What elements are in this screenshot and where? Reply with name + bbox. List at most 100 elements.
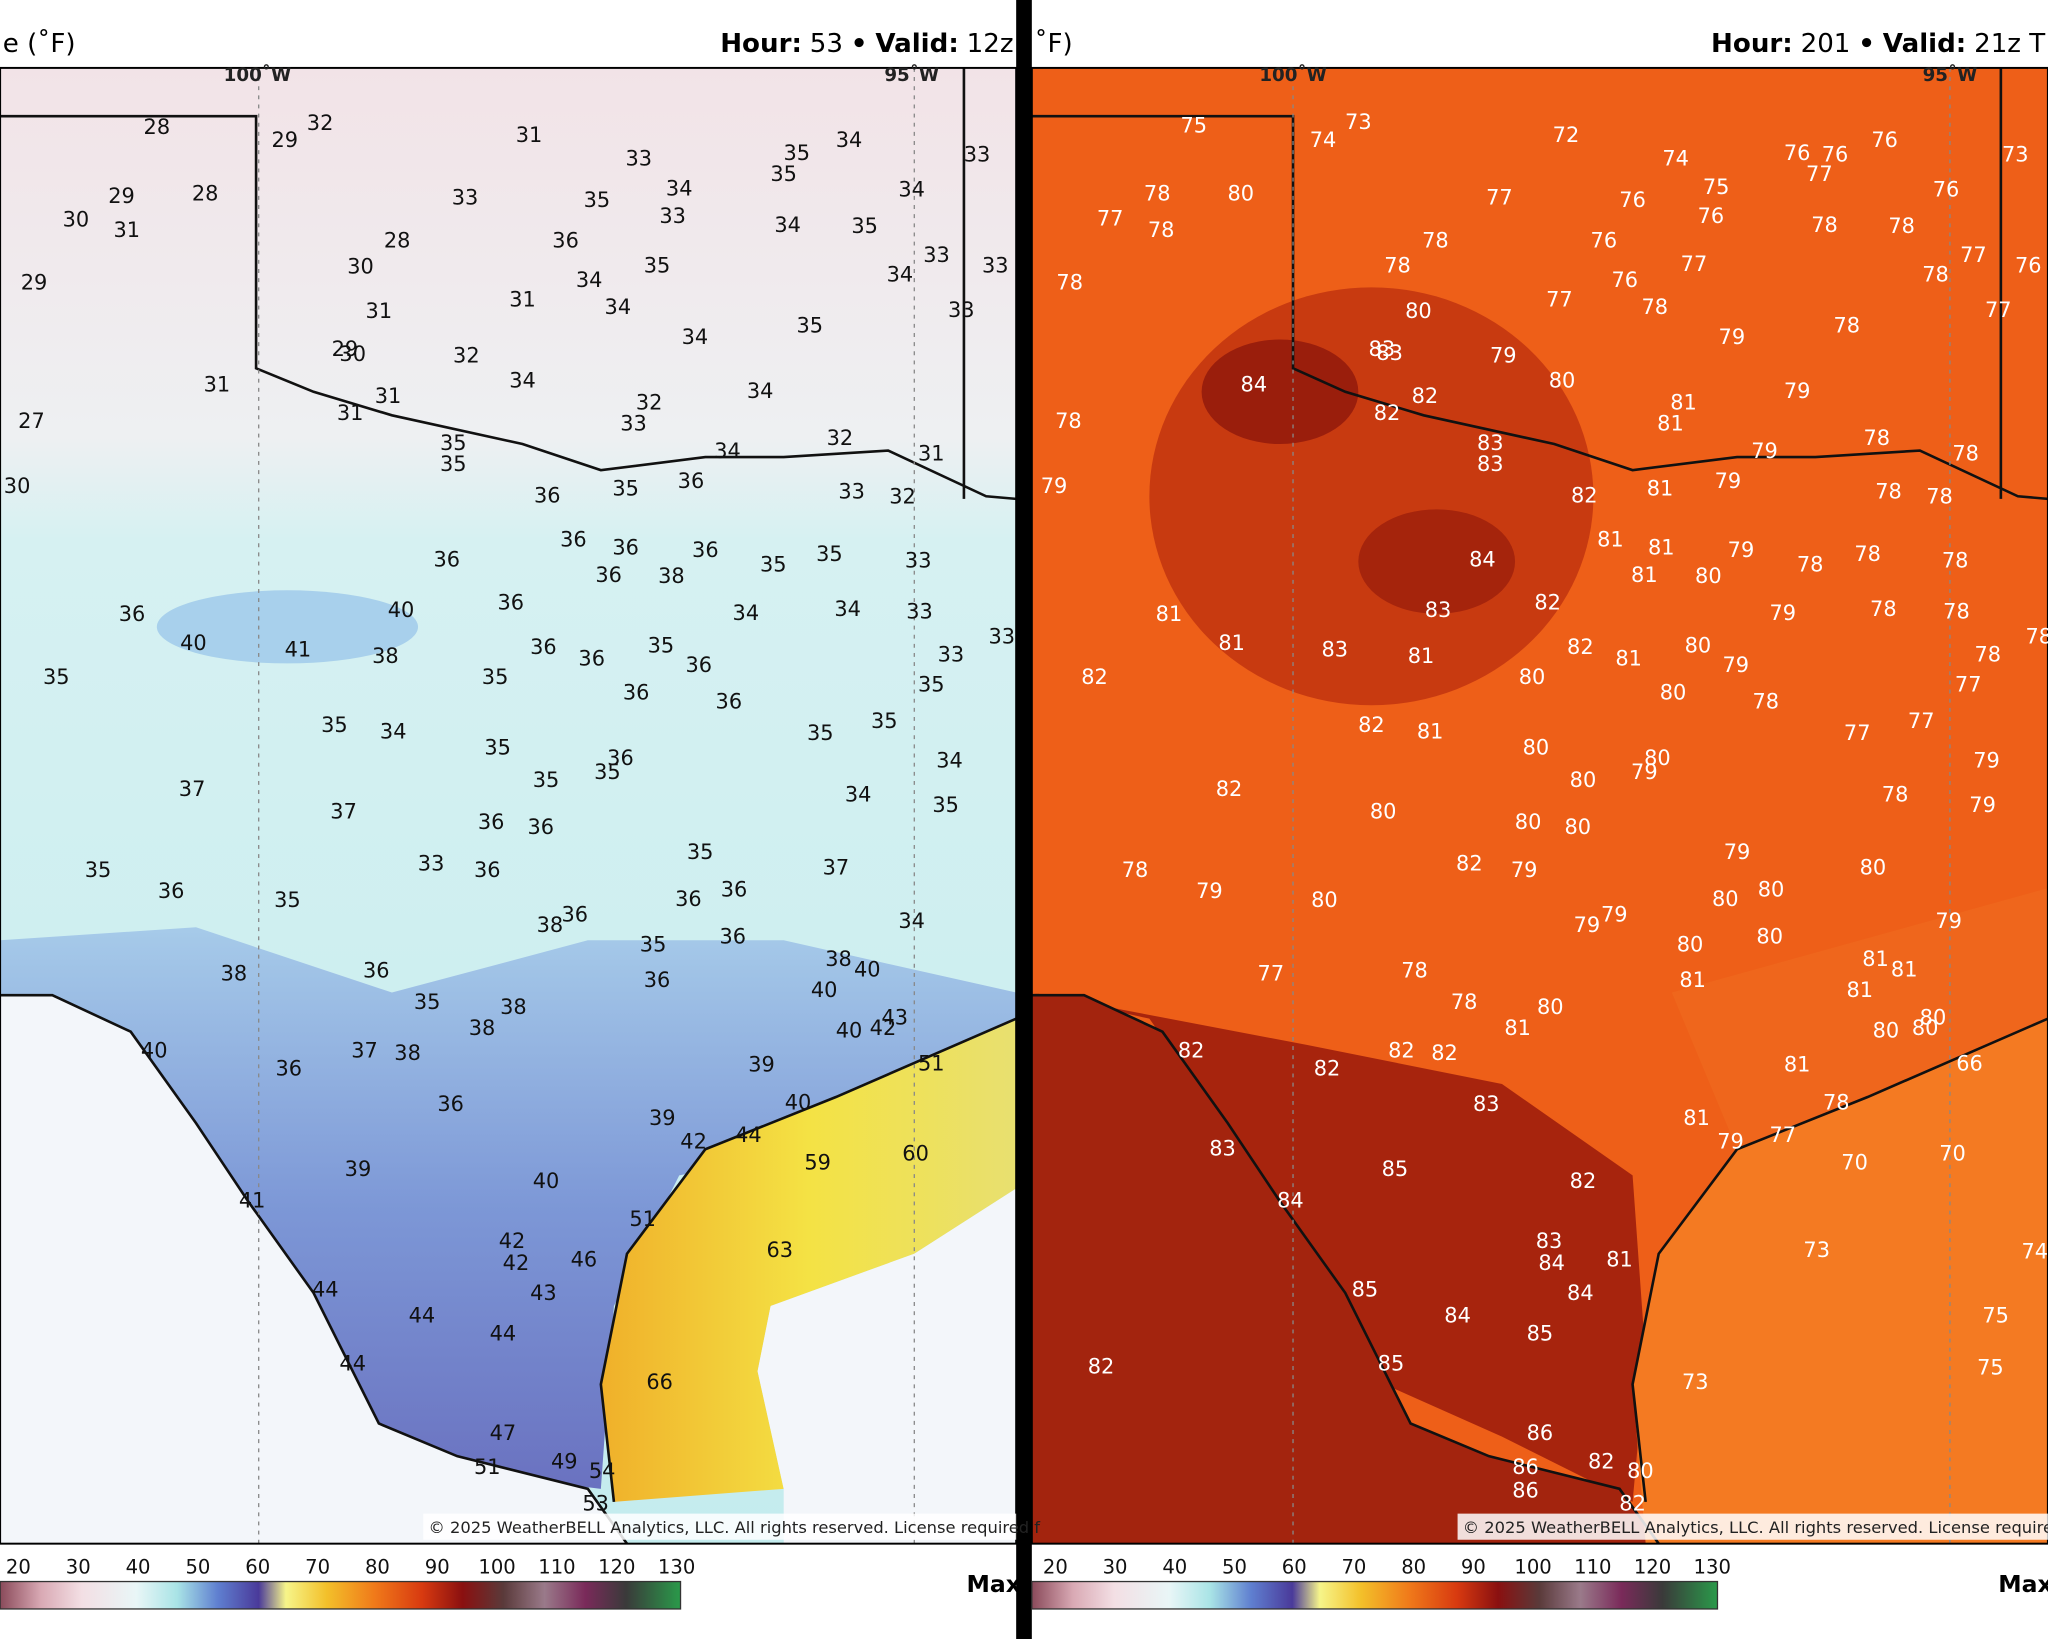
station-value: 53	[582, 1491, 609, 1515]
station-value: 80	[1873, 1019, 1900, 1043]
station-value: 80	[1405, 299, 1432, 323]
colorbar-tick: 80	[1401, 1556, 1426, 1579]
lon-label: 100˚W	[224, 64, 291, 86]
station-value: 81	[1657, 411, 1684, 435]
station-value: 83	[1425, 598, 1452, 622]
station-value: 36	[497, 590, 524, 614]
colorbar-tick: 130	[1694, 1556, 1731, 1579]
station-value: 38	[221, 961, 248, 985]
station-value: 34	[747, 379, 774, 403]
station-value: 35	[321, 713, 348, 737]
station-value: 44	[312, 1277, 339, 1301]
colorbar-tick: 70	[1341, 1556, 1366, 1579]
station-value: 33	[418, 852, 445, 876]
station-value: 66	[1956, 1051, 1983, 1075]
station-value: 79	[1719, 325, 1746, 349]
station-value: 78	[1056, 270, 1083, 294]
station-value: 78	[1641, 295, 1668, 319]
station-value: 36	[612, 536, 639, 560]
station-value: 82	[1456, 852, 1483, 876]
station-value: 36	[719, 925, 746, 949]
station-value: 78	[1833, 313, 1860, 337]
station-value: 78	[1451, 990, 1478, 1014]
station-value: 81	[1218, 631, 1245, 655]
station-value: 85	[1382, 1157, 1409, 1181]
station-value: 81	[1670, 391, 1697, 415]
station-value: 82	[1567, 635, 1594, 659]
station-value: 79	[1574, 913, 1601, 937]
station-value: 36	[433, 547, 460, 571]
station-value: 81	[1891, 957, 1918, 981]
station-value: 32	[827, 426, 854, 450]
header-run: Hour: 53 • Valid: 12z	[720, 29, 1013, 59]
lon-label: 95˚W	[1923, 64, 1978, 86]
station-value: 85	[1378, 1352, 1405, 1376]
header-title: ˚F)	[1034, 29, 1072, 59]
station-value: 80	[1756, 925, 1783, 949]
station-value: 74	[1662, 146, 1689, 170]
credit: © 2025 WeatherBELL Analytics, LLC. All r…	[1463, 1518, 2048, 1537]
station-value: 78	[1384, 253, 1411, 277]
station-value: 81	[1648, 536, 1675, 560]
station-value: 79	[1715, 469, 1742, 493]
station-value: 76	[1619, 188, 1646, 212]
station-value: 34	[836, 128, 863, 152]
station-value: 36	[686, 653, 713, 677]
station-value: 40	[854, 957, 881, 981]
station-value: 81	[1683, 1106, 1710, 1130]
station-value: 40	[533, 1169, 560, 1193]
station-value: 78	[1422, 229, 1449, 253]
station-value: 41	[239, 1188, 266, 1212]
station-value: 36	[530, 635, 557, 659]
station-value: 35	[871, 709, 898, 733]
station-value: 80	[1627, 1459, 1654, 1483]
station-value: 36	[675, 887, 702, 911]
header-separator: •	[851, 29, 868, 59]
station-value: 79	[1784, 379, 1811, 403]
station-value: 82	[1619, 1491, 1646, 1515]
station-value: 44	[735, 1123, 762, 1147]
station-value: 29	[272, 128, 299, 152]
station-value: 77	[1960, 243, 1987, 267]
station-value: 76	[1698, 204, 1725, 228]
colorbar-tick: 30	[1103, 1556, 1128, 1579]
state-borders	[0, 67, 2048, 1545]
station-value: 83	[1322, 637, 1349, 661]
colorbar-tick: 20	[6, 1556, 31, 1579]
station-value: 35	[85, 858, 112, 882]
station-value: 33	[838, 479, 865, 503]
station-value: 40	[388, 598, 415, 622]
station-value: 38	[372, 644, 399, 668]
left-map	[0, 67, 1017, 1544]
station-value: 34	[605, 295, 632, 319]
station-value: 35	[816, 542, 843, 566]
header-separator: •	[1858, 29, 1875, 59]
colorbar	[0, 1580, 682, 1610]
station-value: 34	[898, 178, 925, 202]
station-value: 28	[144, 115, 171, 139]
station-value: 31	[337, 401, 364, 425]
station-value: 80	[1519, 665, 1546, 689]
station-value: 80	[1920, 1006, 1947, 1030]
station-value: 78	[1797, 552, 1824, 576]
station-value: 30	[63, 208, 90, 232]
station-value: 36	[623, 680, 650, 704]
station-value: 34	[774, 213, 801, 237]
colorbar-tick: 70	[305, 1556, 330, 1579]
station-value: 79	[1935, 909, 1962, 933]
colorbar-tick: 60	[245, 1556, 270, 1579]
station-value: 78	[1875, 479, 1902, 503]
credit-bg	[1457, 1513, 2048, 1540]
station-value: 35	[648, 633, 675, 657]
station-value: 63	[766, 1238, 793, 1262]
station-value: 84	[1444, 1303, 1471, 1327]
station-value: 81	[1647, 477, 1674, 501]
station-value: 79	[1511, 858, 1538, 882]
station-value: 81	[1156, 602, 1183, 626]
station-value: 76	[1933, 178, 1960, 202]
station-value: 80	[1695, 564, 1722, 588]
station-value: 80	[1311, 888, 1338, 912]
station-value: 36	[595, 563, 622, 587]
colorbar-tick: 100	[1514, 1556, 1551, 1579]
